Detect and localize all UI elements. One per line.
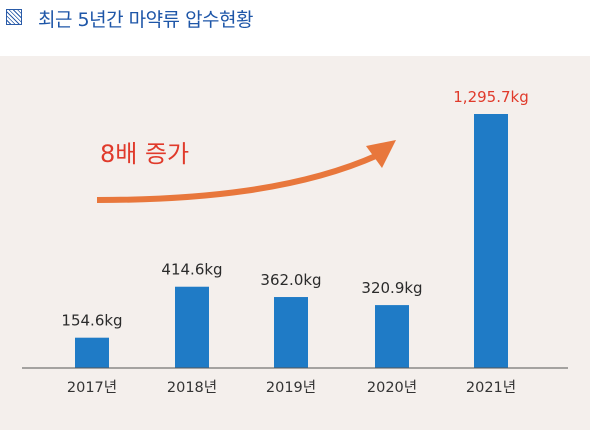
x-tick-label: 2020년 [367,379,417,396]
x-tick-label: 2017년 [67,379,117,396]
bar-value-label: 1,295.7kg [453,88,528,106]
bars-layer: 154.6kg 414.6kg 362.0kg 320.9kg 1,295.7kg [61,88,529,368]
bar-value-label: 414.6kg [161,261,222,279]
header: 최근 5년간 마약류 압수현황 [0,0,590,40]
bar-2017년 [75,337,109,368]
x-tick-label: 2019년 [266,379,316,396]
bar-value-label: 320.9kg [361,279,422,297]
bar-value-label: 362.0kg [260,271,321,289]
bar-2019년 [274,297,308,368]
hatched-square-icon [6,9,22,25]
growth-annotation-text: 8배 증가 [100,140,189,168]
x-tick-label: 2021년 [466,379,516,396]
bar-2021년 [474,114,508,368]
growth-annotation: 8배 증가 [96,140,396,203]
page-title: 최근 5년간 마약류 압수현황 [38,9,254,31]
x-tick-labels: 2017년 2018년 2019년 2020년 2021년 [67,379,516,396]
bar-2020년 [375,305,409,368]
growth-arrowhead-icon [366,140,396,168]
x-tick-label: 2018년 [167,379,217,396]
bar-2018년 [175,286,209,368]
bar-value-label: 154.6kg [61,312,122,330]
growth-arrow [96,152,380,203]
